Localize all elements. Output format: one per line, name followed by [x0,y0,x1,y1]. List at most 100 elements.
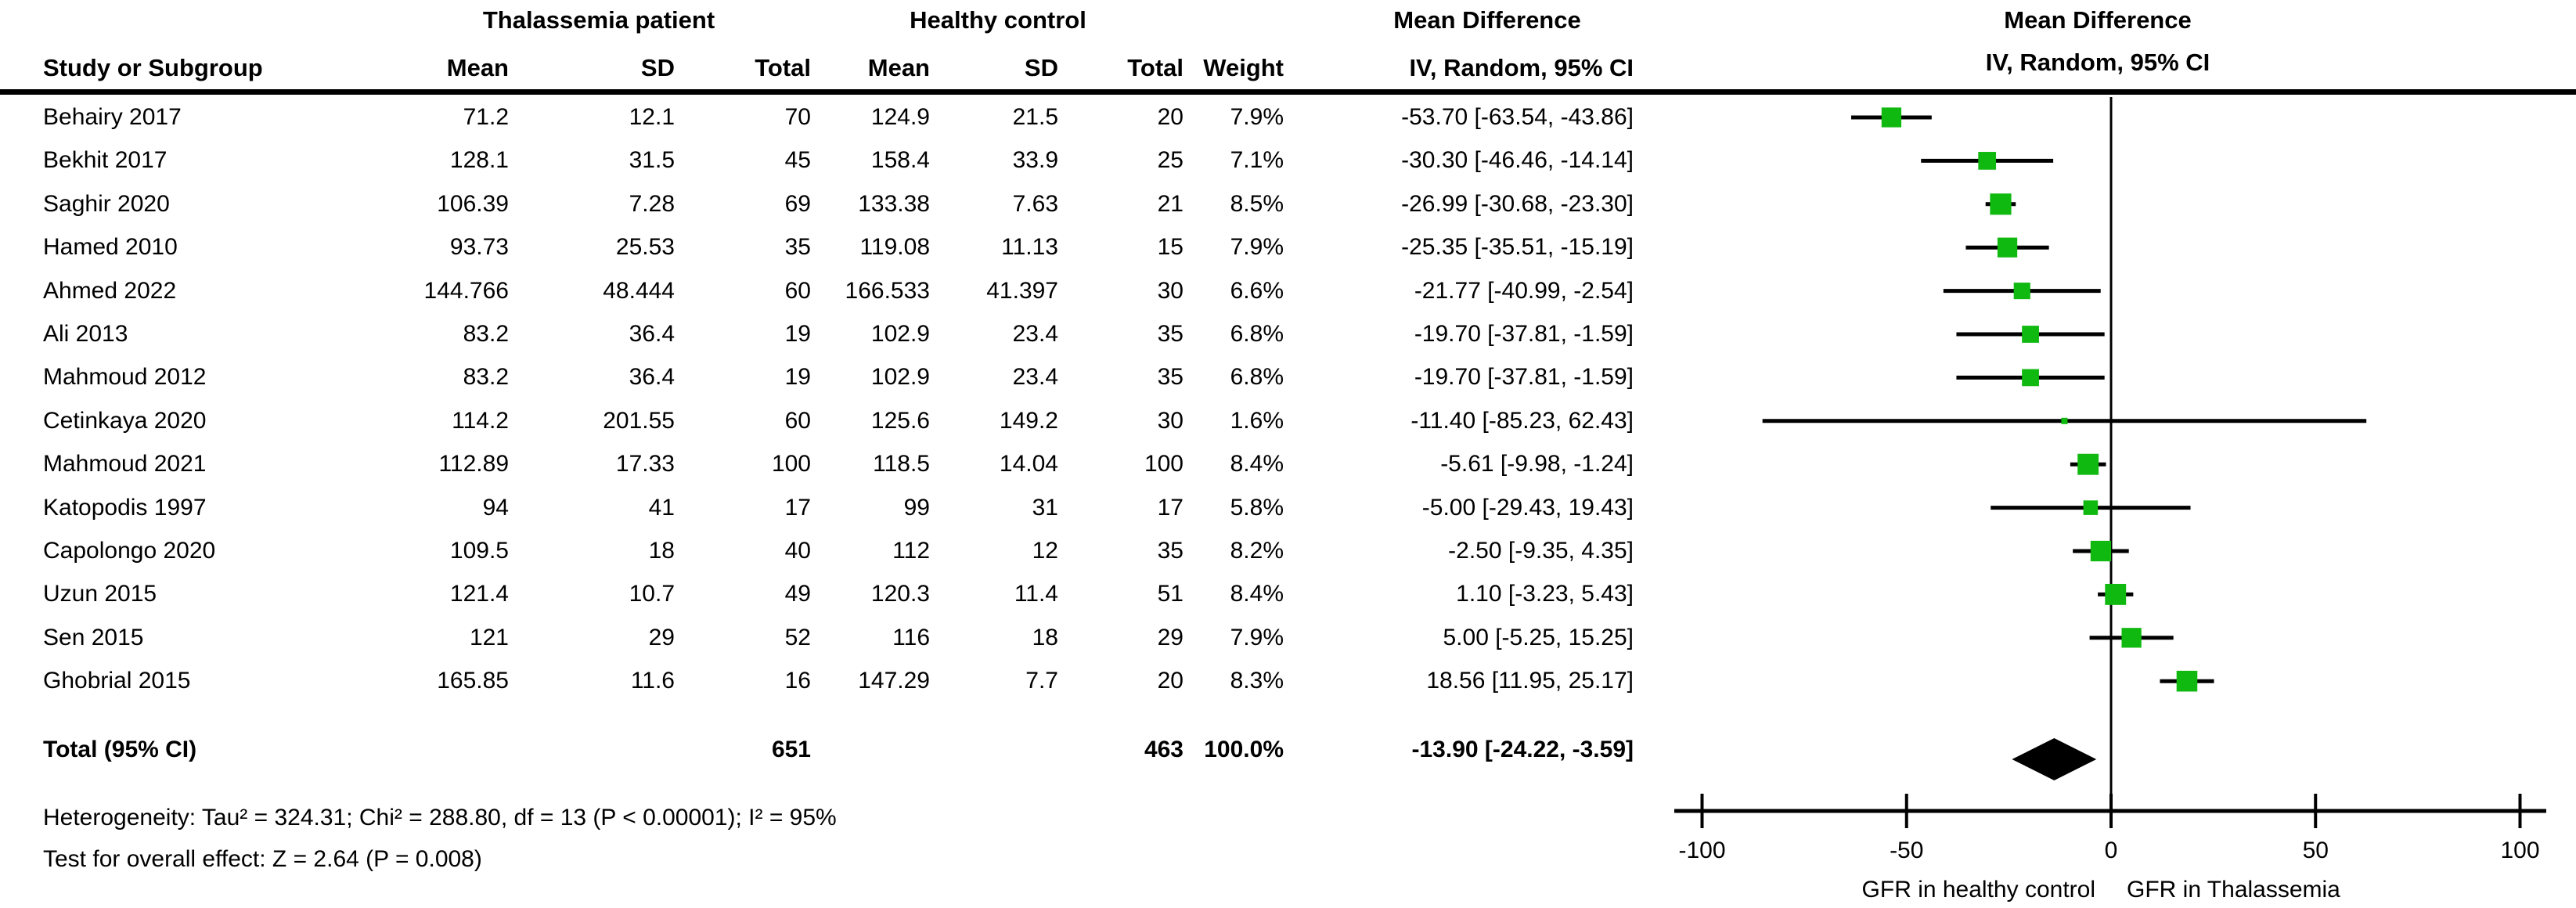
study-name: Ahmed 2022 [43,277,177,304]
mean-thal: 71.2 [463,104,509,130]
sd-ctrl: 33.9 [1012,147,1058,174]
sd-thal: 17.33 [615,451,675,477]
sd-thal: 11.6 [630,668,675,694]
point-estimate-marker [1990,193,2012,215]
study-row: Bekhit 2017 128.1 31.5 45 158.4 33.9 25 7.1% -30… [0,139,2576,182]
weight: 6.8% [1230,364,1284,391]
total-ctrl: 25 [1157,147,1184,174]
study-row: Sen 2015 121 29 52 116 18 29 7.9% 5.00 [-5.25, 1… [0,616,2576,659]
sd-thal: 48.444 [603,277,675,304]
total-n-ctrl: 463 [1144,737,1184,762]
total-label: Total (95% CI) [43,737,197,762]
sd-ctrl: 31 [1032,494,1058,521]
ci-text: 1.10 [-3.23, 5.43] [1456,581,1634,607]
study-name: Capolongo 2020 [43,538,216,564]
mean-ctrl: 118.5 [873,451,930,477]
sd-ctrl: 7.7 [1025,668,1058,694]
weight: 8.3% [1230,668,1284,694]
point-estimate-marker [2105,583,2127,605]
sd-ctrl: 18 [1032,624,1058,650]
sd-thal: 12.1 [629,104,675,130]
mean-thal: 109.5 [449,538,509,564]
overall-effect-test: Test for overall effect: Z = 2.64 (P = 0… [43,846,482,872]
col-ci: IV, Random, 95% CI [1409,54,1634,81]
mean-thal: 114.2 [452,407,509,434]
total-thal: 40 [784,538,811,564]
total-ctrl: 35 [1157,364,1184,391]
study-row: Uzun 2015 121.4 10.7 49 120.3 11.4 51 8.4% 1.10 … [0,572,2576,615]
mean-thal: 121.4 [449,581,509,607]
col-total-thal: Total [755,54,811,81]
mean-thal: 106.39 [437,190,509,217]
weight: 8.4% [1230,581,1284,607]
sd-thal: 25.53 [615,234,675,261]
mean-thal: 93.73 [449,234,509,261]
sd-thal: 36.4 [629,321,675,347]
study-name: Mahmoud 2012 [43,364,207,391]
sd-thal: 41 [648,494,675,521]
ci-text: -5.61 [-9.98, -1.24] [1440,451,1634,477]
total-ctrl: 20 [1157,104,1184,130]
ci-text: -25.35 [-35.51, -15.19] [1401,234,1634,261]
ci-text: -5.00 [-29.43, 19.43] [1421,494,1634,521]
point-estimate-marker [2022,369,2039,387]
total-thal: 100 [771,451,811,477]
sd-thal: 36.4 [629,364,675,391]
x-axis-tick-label: -50 [1890,838,1923,863]
sd-ctrl: 23.4 [1012,364,1058,391]
sd-ctrl: 7.63 [1012,190,1058,217]
group-header-healthy: Healthy control [910,6,1086,34]
ci-text: -19.70 [-37.81, -1.59] [1414,364,1634,391]
total-ctrl: 35 [1157,538,1184,564]
point-estimate-marker [2083,500,2099,515]
x-axis-tick-label: 0 [2105,838,2118,863]
mean-thal: 83.2 [463,321,509,347]
total-ctrl: 17 [1157,494,1184,521]
study-row: Mahmoud 2012 83.2 36.4 19 102.9 23.4 35 6.8% -19… [0,355,2576,398]
study-name: Behairy 2017 [43,104,182,130]
study-row: Hamed 2010 93.73 25.53 35 119.08 11.13 15 7.9% -… [0,225,2576,268]
mean-thal: 83.2 [463,364,509,391]
total-ctrl: 35 [1157,321,1184,347]
weight: 6.6% [1230,277,1284,304]
x-axis-tick-label: -100 [1678,838,1725,863]
mean-ctrl: 112 [892,538,930,564]
total-n-thal: 651 [771,737,811,762]
pooled-diamond [2012,738,2097,780]
mean-thal: 165.85 [437,668,509,694]
sd-thal: 18 [648,538,675,564]
ci-text: 5.00 [-5.25, 15.25] [1443,624,1634,650]
mean-thal: 121 [469,624,509,650]
mean-ctrl: 116 [892,624,930,650]
sd-ctrl: 12 [1032,538,1058,564]
x-axis-label-left: GFR in healthy control [1862,877,2095,903]
point-estimate-marker [2013,283,2030,300]
total-ctrl: 51 [1157,581,1184,607]
sd-thal: 31.5 [629,147,675,174]
weight: 7.9% [1230,234,1284,261]
ci-text: 18.56 [11.95, 25.17] [1426,668,1634,694]
weight: 8.2% [1230,538,1284,564]
study-name: Sen 2015 [43,624,144,650]
weight: 7.9% [1230,104,1284,130]
total-thal: 60 [784,407,811,434]
heterogeneity-stats: Heterogeneity: Tau² = 324.31; Chi² = 288… [43,805,837,831]
total-thal: 19 [784,364,811,391]
mean-ctrl: 119.08 [859,234,930,261]
weight: 7.1% [1230,147,1284,174]
study-name: Ghobrial 2015 [43,668,191,694]
col-study: Study or Subgroup [43,54,263,81]
total-thal: 17 [784,494,811,521]
ci-text: -2.50 [-9.35, 4.35] [1448,538,1634,564]
mean-ctrl: 133.38 [858,190,930,217]
study-row: Behairy 2017 71.2 12.1 70 124.9 21.5 20 7.9% -53… [0,95,2576,139]
ci-text: -53.70 [-63.54, -43.86] [1401,104,1634,130]
mean-ctrl: 120.3 [870,581,930,607]
ci-text: -11.40 [-85.23, 62.43] [1410,407,1634,434]
weight: 5.8% [1230,494,1284,521]
total-thal: 19 [784,321,811,347]
mean-thal: 112.89 [438,451,509,477]
col-sd-thal: SD [640,54,675,81]
column-header-row: Study or Subgroup Mean SD Total Mean SD … [0,49,2576,88]
study-name: Hamed 2010 [43,234,178,261]
